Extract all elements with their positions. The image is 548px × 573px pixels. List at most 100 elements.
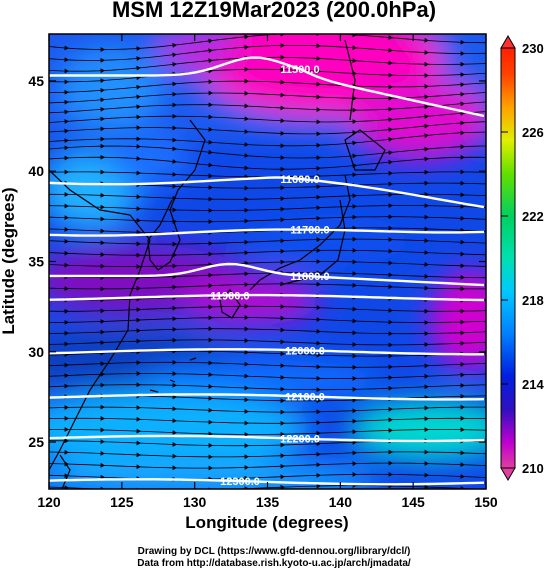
wind-arrow — [136, 194, 141, 200]
wind-arrow — [208, 38, 213, 44]
x-tick-label: 150 — [474, 494, 498, 510]
wind-arrow — [208, 465, 213, 471]
wind-arrow — [352, 193, 357, 199]
wind-arrow — [280, 217, 285, 223]
contour-label: 11900.0 — [210, 290, 249, 302]
wind-arrow — [172, 263, 177, 269]
wind-arrow — [316, 155, 321, 161]
wind-arrow — [172, 430, 177, 435]
wind-arrow — [388, 47, 393, 53]
wind-arrow — [316, 107, 321, 112]
wind-arrow — [136, 46, 141, 51]
wind-arrow — [208, 102, 213, 108]
wind-arrow — [208, 196, 213, 202]
wind-arrow — [100, 192, 105, 198]
contour-label: 11600.0 — [280, 174, 319, 186]
wind-arrow — [352, 107, 357, 113]
wind-arrow — [460, 330, 465, 336]
wind-arrow — [65, 497, 69, 502]
wind-arrow — [136, 136, 141, 142]
wind-arrow — [100, 263, 105, 269]
wind-arrow — [208, 79, 213, 85]
wind-arrow — [172, 337, 177, 343]
wind-arrow — [244, 239, 249, 245]
wind-arrow — [244, 90, 249, 96]
wind-arrow — [64, 119, 69, 124]
wind-arrow — [172, 52, 177, 58]
wind-arrow — [460, 144, 465, 150]
colorbar-tick-label: 226 — [522, 125, 544, 140]
wind-arrow — [100, 228, 105, 234]
wind-arrow — [64, 128, 69, 134]
wind-arrow — [172, 394, 177, 400]
wind-arrow — [352, 140, 357, 146]
wind-arrow — [244, 361, 249, 367]
streamline — [49, 417, 486, 424]
wind-arrow — [244, 129, 249, 134]
wind-arrow — [316, 387, 321, 393]
wind-arrow — [316, 270, 321, 276]
credit-line-data: Data from http://database.rish.kyoto-u.a… — [137, 558, 411, 569]
contour-line — [49, 262, 485, 287]
wind-arrow — [460, 251, 465, 257]
wind-arrow — [316, 305, 321, 311]
wind-arrow — [208, 372, 213, 378]
contour-label: 12300.0 — [220, 476, 260, 488]
wind-arrow — [244, 465, 249, 470]
wind-arrow — [100, 143, 105, 149]
wind-arrow — [352, 282, 357, 288]
wind-arrow — [388, 127, 393, 133]
wind-arrow — [424, 61, 429, 67]
wind-arrow — [64, 308, 69, 314]
wind-arrow — [424, 73, 429, 78]
streamline — [49, 429, 486, 435]
wind-arrow — [280, 398, 285, 404]
wind-arrow — [460, 180, 465, 186]
wind-arrow — [100, 126, 105, 132]
coast-kyushu — [219, 289, 241, 319]
wind-arrow — [136, 94, 141, 100]
streamline — [49, 91, 486, 104]
wind-arrow — [316, 375, 321, 381]
wind-arrow — [460, 91, 465, 97]
wind-arrow — [208, 443, 213, 448]
wind-arrow — [280, 453, 285, 459]
x-tick-label: 120 — [37, 494, 61, 510]
x-tick-label: 140 — [329, 494, 353, 510]
wind-arrow — [244, 142, 249, 147]
wind-arrow — [424, 104, 429, 110]
wind-arrow — [64, 145, 69, 151]
x-axis-label: Longitude (degrees) — [185, 513, 348, 532]
y-tick-label: 30 — [28, 344, 44, 360]
wind-arrow — [352, 225, 357, 231]
streamline — [49, 361, 486, 368]
wind-arrow — [172, 371, 177, 377]
wind-arrow — [136, 125, 141, 131]
wind-arrow — [388, 260, 393, 266]
wind-arrow — [316, 237, 321, 242]
wind-arrow — [460, 415, 465, 421]
wind-arrow — [424, 50, 429, 55]
wind-arrow — [172, 91, 177, 97]
wind-arrow — [100, 116, 105, 122]
wind-arrow — [100, 68, 105, 74]
wind-arrow — [64, 362, 69, 368]
wind-arrow — [64, 341, 69, 347]
wind-arrow — [388, 192, 393, 198]
wind-arrow — [460, 274, 465, 280]
wind-arrow — [460, 239, 465, 245]
wind-arrow — [64, 373, 69, 379]
wind-arrow — [64, 286, 69, 291]
wind-arrow — [172, 316, 177, 322]
contour-line — [49, 176, 485, 209]
wind-arrow — [100, 427, 105, 433]
wind-arrow — [100, 451, 105, 456]
wind-arrow — [100, 329, 105, 335]
colorbar-tick-label: 210 — [522, 461, 544, 476]
wind-arrow — [352, 58, 357, 63]
wind-arrow — [244, 385, 249, 391]
wind-arrow — [172, 453, 177, 459]
wind-arrow — [316, 55, 321, 61]
wind-arrow — [172, 382, 177, 388]
